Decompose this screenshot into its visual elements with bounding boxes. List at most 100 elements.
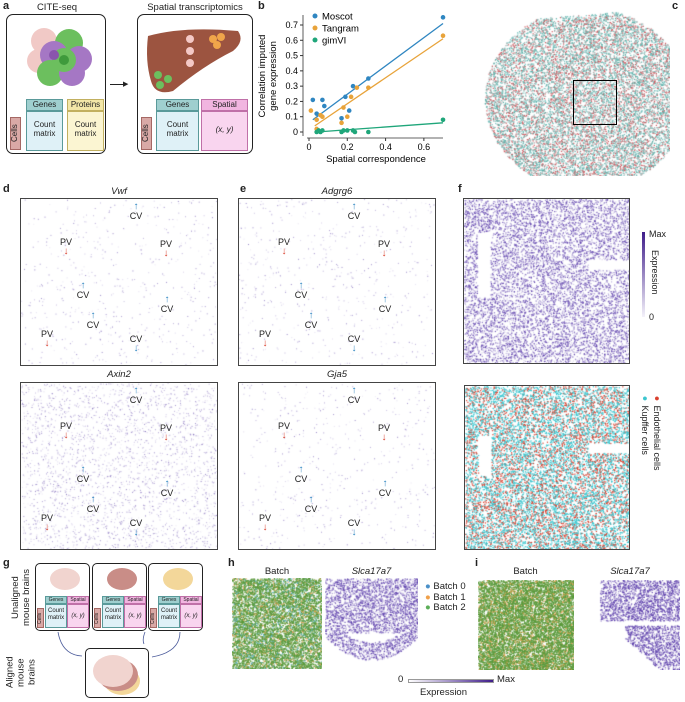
count-matrix: Count matrix xyxy=(102,604,124,628)
arrow-down-icon: ↓ xyxy=(37,523,57,532)
arrow-up-icon: ↑ xyxy=(157,479,177,488)
expression-gradient-bar xyxy=(408,679,494,683)
cells-label: Cells xyxy=(10,117,21,150)
point-tangram xyxy=(355,85,360,90)
adgrg6-title: Adgrg6 xyxy=(238,186,436,197)
fit-line-tangram xyxy=(315,39,443,126)
expression-map-f xyxy=(463,198,630,364)
genes-header: Genes xyxy=(156,99,199,111)
marker-cv: ↑ CV xyxy=(157,479,177,498)
genes-header: Genes xyxy=(158,596,180,604)
point-moscot xyxy=(311,98,316,103)
marker-label: CV xyxy=(305,320,318,330)
marker-cv: ↑ CV xyxy=(291,465,311,484)
liver-tissue-overview xyxy=(460,4,670,176)
arrow-up-icon: ↑ xyxy=(126,202,146,211)
genes-count-matrix: Count matrix xyxy=(26,111,63,151)
marker-cv: ↑ CV xyxy=(126,386,146,405)
point-tangram xyxy=(320,114,325,119)
count-matrix: Count matrix xyxy=(158,604,180,628)
marker-pv: PV ↓ xyxy=(56,237,76,256)
unaligned-label: Unaligned mouse brains xyxy=(8,565,34,630)
marker-cv: ↑ CV xyxy=(291,281,311,300)
expression-colorbar xyxy=(642,232,645,317)
marker-cv: ↑ CV xyxy=(73,281,93,300)
colorbar-max: Max xyxy=(649,229,666,239)
marker-cv: ↑ CV xyxy=(83,495,103,514)
cells-label: Cells xyxy=(150,608,157,628)
spatial-transcriptomics-title: Spatial transcriptomics xyxy=(140,2,250,13)
marker-pv: PV ↓ xyxy=(37,513,57,532)
point-gimvi xyxy=(320,128,325,133)
spatial-header: Spatial xyxy=(201,99,248,111)
marker-pv: PV ↓ xyxy=(274,421,294,440)
point-moscot xyxy=(320,98,325,103)
arrow-up-icon: ↑ xyxy=(301,311,321,320)
legend-label-gimvi: gimVI xyxy=(322,36,346,47)
point-gimvi xyxy=(441,117,446,122)
marker-label: CV xyxy=(130,211,143,221)
point-gimvi xyxy=(366,130,371,135)
arrow-down-icon: ↓ xyxy=(344,344,364,353)
arrow-up-icon: ↑ xyxy=(157,295,177,304)
cells-label: Cells xyxy=(94,608,101,628)
gja5-title: Gja5 xyxy=(238,369,436,380)
marker-cv: CV ↓ xyxy=(126,334,146,353)
y-tick-label: 0.6 xyxy=(285,35,298,45)
marker-label: CV xyxy=(305,504,318,514)
vwf-title: Vwf xyxy=(20,186,218,197)
x-tick-label: 0.4 xyxy=(379,142,392,152)
cells-illustration xyxy=(22,23,97,88)
point-gimvi xyxy=(353,130,358,135)
arrow-up-icon: ↑ xyxy=(83,311,103,320)
spatial-header: Spatial xyxy=(180,596,202,604)
marker-cv: ↑ CV xyxy=(344,386,364,405)
cells-label: Cells xyxy=(141,117,152,150)
marker-cv: CV ↓ xyxy=(344,518,364,537)
genes-header: Genes xyxy=(26,99,63,111)
i-gene-title: Slca17a7 xyxy=(580,566,680,577)
point-tangram xyxy=(441,33,446,38)
marker-pv: PV ↓ xyxy=(255,513,275,532)
arrowhead-icon: ▶ xyxy=(123,80,128,88)
spatial-xy: (x, y) xyxy=(124,604,146,628)
marker-label: CV xyxy=(379,488,392,498)
brain-icon xyxy=(105,566,139,592)
cells-label: Cells xyxy=(37,608,44,628)
arrow-down-icon: ↓ xyxy=(126,344,146,353)
proteins-header: Proteins xyxy=(67,99,104,111)
marker-pv: PV ↓ xyxy=(156,239,176,258)
arrow-up-icon: ↑ xyxy=(73,281,93,290)
point-tangram xyxy=(345,114,350,119)
marker-label: CV xyxy=(379,304,392,314)
batch-legend: ● Batch 0 ● Batch 1 ● Batch 2 xyxy=(425,582,466,614)
panel-label-c: c xyxy=(672,0,678,12)
marker-cv: ↑ CV xyxy=(344,202,364,221)
marker-cv: ↑ CV xyxy=(157,295,177,314)
aligned-brains-illustration xyxy=(86,649,148,697)
marker-label: CV xyxy=(77,290,90,300)
arrow-down-icon: ↓ xyxy=(126,528,146,537)
y-tick-label: 0.7 xyxy=(285,20,298,30)
arrow-down-icon: ↓ xyxy=(56,431,76,440)
arrow-down-icon: ↓ xyxy=(156,433,176,442)
arrow-down-icon: ↓ xyxy=(255,339,275,348)
marker-cv: CV ↓ xyxy=(126,518,146,537)
y-tick-label: 0.3 xyxy=(285,81,298,91)
point-tangram xyxy=(314,117,319,122)
cite-seq-title: CITE-seq xyxy=(22,2,92,13)
h-gene-title: Slca17a7 xyxy=(325,566,418,577)
marker-label: CV xyxy=(77,474,90,484)
arrow-down-icon: ↓ xyxy=(344,528,364,537)
cell-type-map-f xyxy=(464,385,630,550)
arrow-down-icon: ↓ xyxy=(255,523,275,532)
marker-label: CV xyxy=(87,320,100,330)
marker-pv: PV ↓ xyxy=(255,329,275,348)
marker-label: CV xyxy=(87,504,100,514)
brain-icon xyxy=(161,566,195,592)
y-tick-label: 0 xyxy=(293,127,298,137)
arrow-up-icon: ↑ xyxy=(73,465,93,474)
marker-label: CV xyxy=(161,304,174,314)
spatial-xy: (x, y) xyxy=(201,111,248,151)
i-expression-map xyxy=(580,580,680,670)
